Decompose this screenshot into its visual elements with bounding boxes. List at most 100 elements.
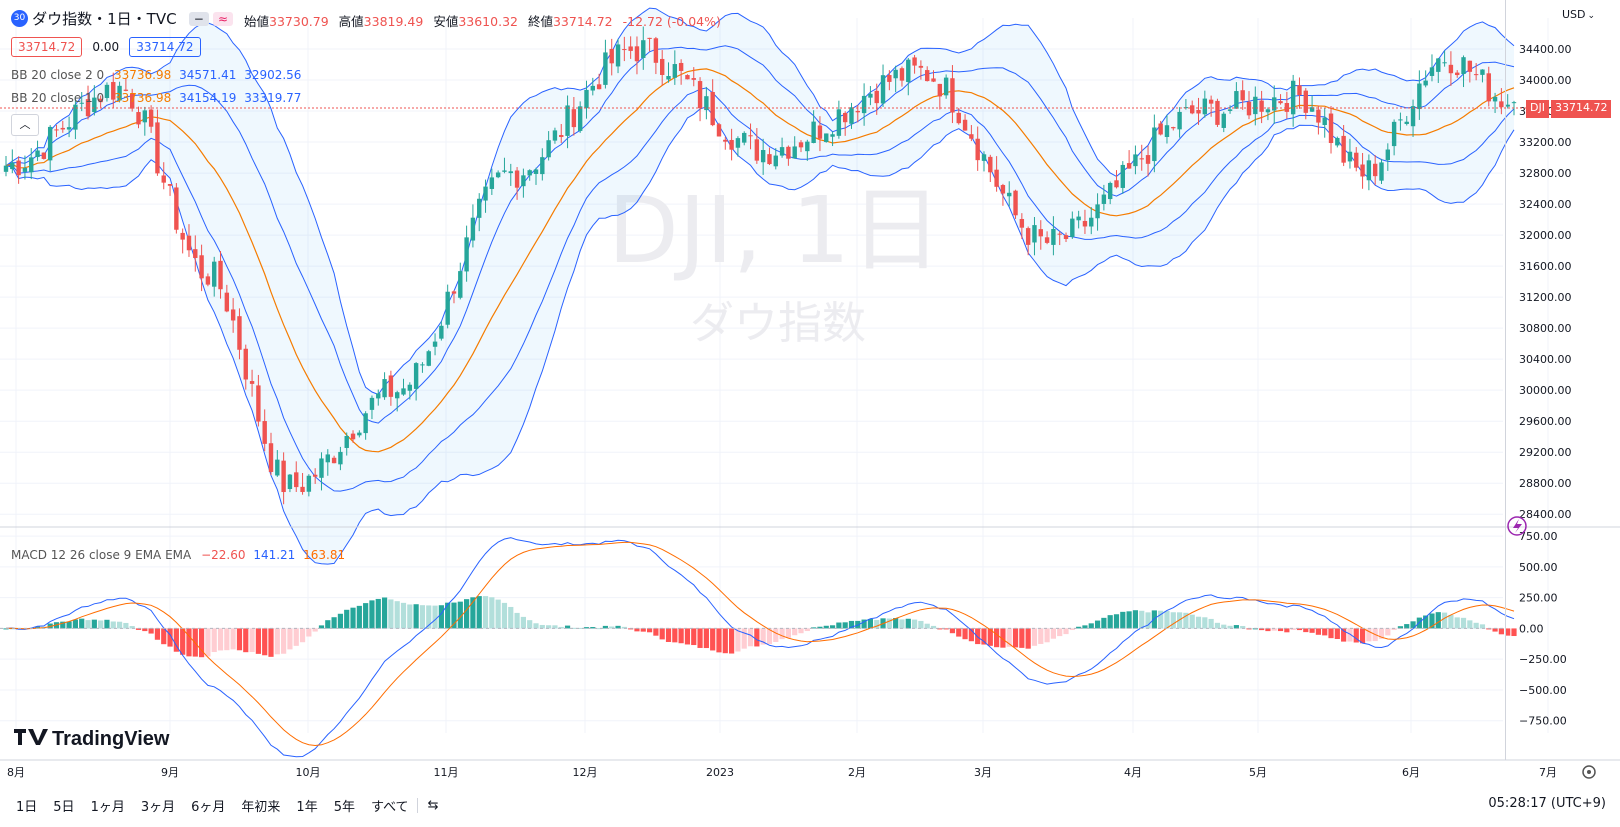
candle-body bbox=[1455, 72, 1460, 76]
macd-histogram-bar bbox=[949, 628, 956, 634]
candle-body bbox=[540, 157, 545, 175]
candle-body bbox=[41, 152, 47, 159]
candle-body bbox=[300, 486, 305, 492]
macd-histogram-bar bbox=[1145, 612, 1151, 629]
date-range-icon[interactable]: ⇆ bbox=[416, 797, 447, 813]
clock-timezone[interactable]: 05:28:17 (UTC+9) bbox=[1488, 796, 1606, 811]
candle-body bbox=[565, 105, 570, 136]
macd-histogram-bar bbox=[1505, 628, 1511, 636]
macd-histogram-bar bbox=[1479, 624, 1486, 629]
macd-histogram-bar bbox=[198, 628, 205, 658]
macd-histogram-bar bbox=[287, 628, 293, 650]
bollinger-bands bbox=[5, 7, 1515, 565]
range-5y[interactable]: 5年 bbox=[333, 799, 355, 815]
macd-histogram-bar bbox=[224, 628, 230, 651]
candle-body bbox=[1202, 98, 1208, 115]
time-tick-label: 5月 bbox=[1249, 766, 1267, 779]
macd-histogram-bar bbox=[1359, 628, 1366, 644]
macd-histogram-bar bbox=[1498, 628, 1504, 635]
candle-body bbox=[237, 316, 242, 350]
candle-body bbox=[1196, 109, 1201, 114]
candle-body bbox=[275, 459, 280, 476]
macd-histogram-bar bbox=[1132, 610, 1139, 629]
price-tick-label: 32800.00 bbox=[1519, 167, 1572, 180]
macd-histogram-bar bbox=[281, 628, 287, 654]
range-1m[interactable]: 1ヶ月 bbox=[90, 799, 125, 815]
candle-body bbox=[1082, 220, 1088, 227]
macd-histogram-bar bbox=[609, 626, 615, 629]
range-5d[interactable]: 5日 bbox=[53, 799, 75, 815]
macd-histogram-bar bbox=[766, 628, 773, 645]
macd-histogram-bar bbox=[1082, 625, 1088, 629]
macd-histogram-bar bbox=[1069, 628, 1075, 631]
candle-body bbox=[180, 232, 185, 240]
macd-signal-line bbox=[5, 541, 1515, 747]
macd-histogram-bar bbox=[779, 628, 785, 640]
macd-histogram-bar bbox=[135, 628, 142, 630]
range-6m[interactable]: 6ヶ月 bbox=[191, 799, 226, 815]
candle-body bbox=[363, 413, 368, 434]
currency-selector[interactable]: USD ⌄ bbox=[1562, 8, 1595, 21]
candle-body bbox=[388, 375, 394, 397]
range-1d[interactable]: 1日 bbox=[16, 799, 38, 815]
spread-value: 0.00 bbox=[92, 40, 120, 54]
bb1-lower: 32902.56 bbox=[244, 68, 302, 82]
candle-body bbox=[880, 75, 886, 104]
macd-histogram-bar bbox=[893, 618, 899, 629]
candle-body bbox=[1290, 80, 1296, 115]
candle-body bbox=[912, 57, 917, 66]
macd-histogram-bar bbox=[533, 623, 539, 629]
time-tick-label: 9月 bbox=[161, 766, 179, 779]
collapse-legend-button[interactable]: ︿ bbox=[11, 114, 39, 136]
candle-body bbox=[1000, 185, 1006, 194]
candle-body bbox=[287, 474, 293, 489]
price-tick-label: 32400.00 bbox=[1519, 198, 1572, 211]
candle-body bbox=[1145, 155, 1151, 164]
candle-body bbox=[1404, 121, 1409, 124]
macd-label: MACD 12 26 close 9 EMA EMA bbox=[11, 548, 192, 562]
bb2-legend[interactable]: BB 20 close 1 0 33736.98 34154.19 33319.… bbox=[11, 91, 301, 105]
candle-body bbox=[849, 107, 854, 124]
bb-outer-fill bbox=[6, 8, 1514, 565]
macd-histogram-bar bbox=[123, 622, 129, 629]
candle-body bbox=[988, 156, 993, 173]
ohlc-change: -12.72 (-0.04%) bbox=[622, 14, 721, 29]
candle-body bbox=[155, 122, 160, 174]
symbol-title[interactable]: ダウ指数・1日・TVC bbox=[32, 10, 177, 28]
range-all[interactable]: すべて bbox=[370, 799, 409, 815]
bb1-legend[interactable]: BB 20 close 2 0 33736.98 34571.41 32902.… bbox=[11, 68, 301, 82]
price-tick-label: 31200.00 bbox=[1519, 291, 1572, 304]
macd-histogram-bar bbox=[1441, 612, 1448, 629]
candle-body bbox=[1227, 109, 1233, 111]
candle-body bbox=[798, 142, 804, 148]
macd-histogram-bar bbox=[729, 628, 735, 654]
candle-body bbox=[1190, 105, 1195, 114]
mode-button-1[interactable]: − bbox=[188, 11, 209, 26]
macd-histogram-bar bbox=[867, 618, 874, 629]
candle-body bbox=[357, 432, 362, 436]
macd-histogram-bar bbox=[1063, 628, 1069, 635]
bid-price-box[interactable]: 33714.72 bbox=[11, 37, 83, 57]
macd-histogram-bar bbox=[937, 628, 943, 630]
macd-histogram-bar bbox=[804, 628, 810, 632]
ask-price-box[interactable]: 33714.72 bbox=[129, 37, 201, 57]
candle-body bbox=[962, 119, 968, 131]
settings-icon[interactable] bbox=[1582, 765, 1596, 779]
macd-histogram-bar bbox=[590, 627, 596, 629]
alert-icon[interactable] bbox=[1507, 516, 1527, 536]
chevron-up-icon: ︿ bbox=[19, 118, 31, 131]
ohlc-low-label: 安値 bbox=[433, 14, 459, 29]
range-ytd[interactable]: 年初来 bbox=[241, 799, 281, 815]
macd-pane bbox=[3, 537, 1517, 758]
candle-body bbox=[1246, 101, 1252, 116]
candle-body bbox=[230, 309, 236, 321]
macd-histogram-bar bbox=[1170, 612, 1176, 629]
macd-legend[interactable]: MACD 12 26 close 9 EMA EMA −22.60 141.21… bbox=[11, 548, 345, 562]
macd-histogram-bar bbox=[861, 619, 867, 629]
mode-button-2[interactable]: ≈ bbox=[212, 11, 233, 26]
range-1y[interactable]: 1年 bbox=[296, 799, 318, 815]
macd-histogram-bar bbox=[564, 625, 571, 629]
watermark-main: DJI, 1日 bbox=[608, 177, 942, 284]
range-3m[interactable]: 3ヶ月 bbox=[140, 799, 176, 815]
